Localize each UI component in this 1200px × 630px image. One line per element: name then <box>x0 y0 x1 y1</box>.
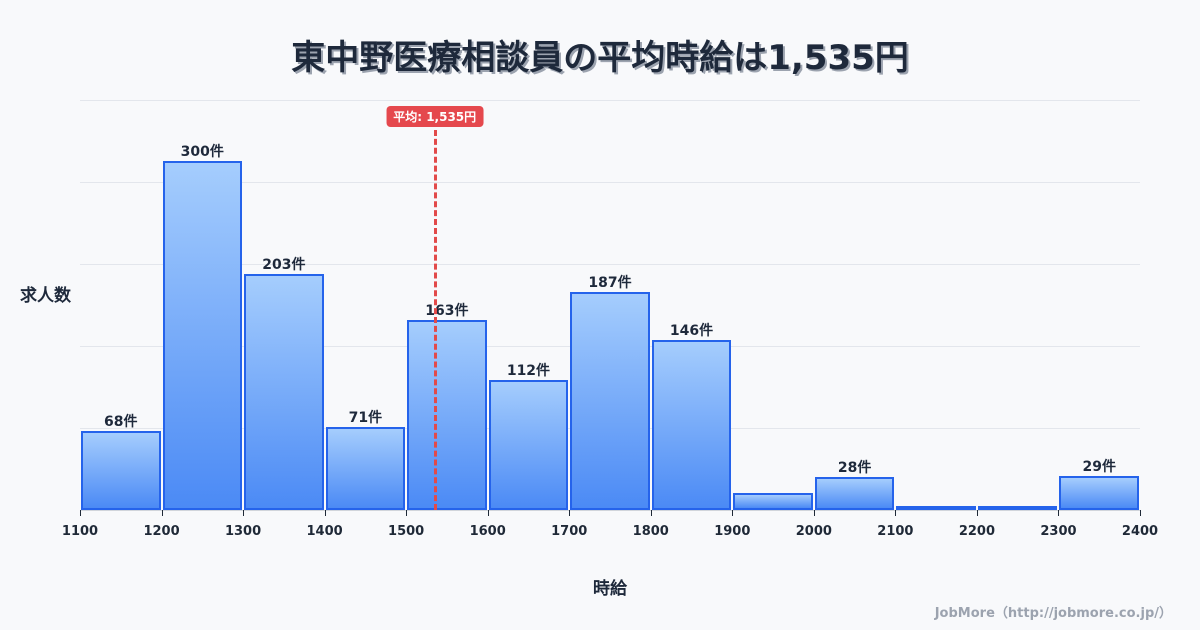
x-tick-label: 2400 <box>1110 524 1170 539</box>
x-axis-line <box>80 510 1140 511</box>
bar-value-label: 146件 <box>652 320 732 340</box>
histogram-bar <box>652 340 732 510</box>
histogram-bar <box>815 477 895 510</box>
x-tick-label: 2000 <box>784 524 844 539</box>
x-tick-label: 1700 <box>539 524 599 539</box>
histogram-bar <box>244 274 324 510</box>
x-tick-label: 1900 <box>702 524 762 539</box>
x-tick-label: 1500 <box>376 524 436 539</box>
bar-value-label: 28件 <box>815 457 895 477</box>
x-tick <box>732 510 733 516</box>
histogram-bar <box>326 427 406 510</box>
x-tick <box>1140 510 1141 516</box>
histogram-bar <box>163 161 243 510</box>
bar-value-label: 163件 <box>407 300 487 320</box>
x-tick <box>977 510 978 516</box>
plot-area: 68件 300件 203件 71件 163件 112件 187件 146件 28件 29件 <box>80 100 1140 510</box>
chart-title: 東中野医療相談員の平均時給は1,535円 <box>0 30 1200 79</box>
average-line <box>434 130 437 510</box>
histogram-bar <box>733 493 813 510</box>
bar-value-label: 187件 <box>570 272 650 292</box>
x-tick <box>162 510 163 516</box>
bar-value-label: 68件 <box>81 411 161 431</box>
credit-text: JobMore（http://jobmore.co.jp/） <box>935 602 1172 621</box>
histogram-bar <box>1059 476 1139 510</box>
bar-value-label: 300件 <box>162 141 242 161</box>
x-tick-label: 2100 <box>865 524 925 539</box>
x-tick <box>1058 510 1059 516</box>
x-tick <box>814 510 815 516</box>
x-tick <box>406 510 407 516</box>
x-tick <box>243 510 244 516</box>
average-badge: 平均: 1,535円 <box>386 106 483 127</box>
x-tick-label: 1200 <box>132 524 192 539</box>
x-tick-label: 2200 <box>947 524 1007 539</box>
x-tick <box>569 510 570 516</box>
histogram-bar <box>81 431 161 510</box>
histogram-bar <box>489 380 569 510</box>
x-tick <box>651 510 652 516</box>
x-tick-label: 1400 <box>295 524 355 539</box>
x-tick-label: 1300 <box>213 524 273 539</box>
x-tick <box>895 510 896 516</box>
x-tick <box>80 510 81 516</box>
bar-value-label: 29件 <box>1059 456 1139 476</box>
bar-value-label: 112件 <box>488 360 568 380</box>
y-axis-label: 求人数 <box>20 281 71 306</box>
x-tick-label: 2300 <box>1028 524 1088 539</box>
histogram-bar <box>570 292 650 510</box>
bar-value-label: 203件 <box>244 254 324 274</box>
x-tick-label: 1600 <box>458 524 518 539</box>
gridline <box>80 100 1140 101</box>
x-tick <box>325 510 326 516</box>
x-axis-label: 時給 <box>0 574 1200 599</box>
bar-value-label: 71件 <box>325 407 405 427</box>
x-tick-label: 1100 <box>50 524 110 539</box>
x-tick <box>488 510 489 516</box>
x-tick-label: 1800 <box>621 524 681 539</box>
histogram-bar <box>407 320 487 510</box>
